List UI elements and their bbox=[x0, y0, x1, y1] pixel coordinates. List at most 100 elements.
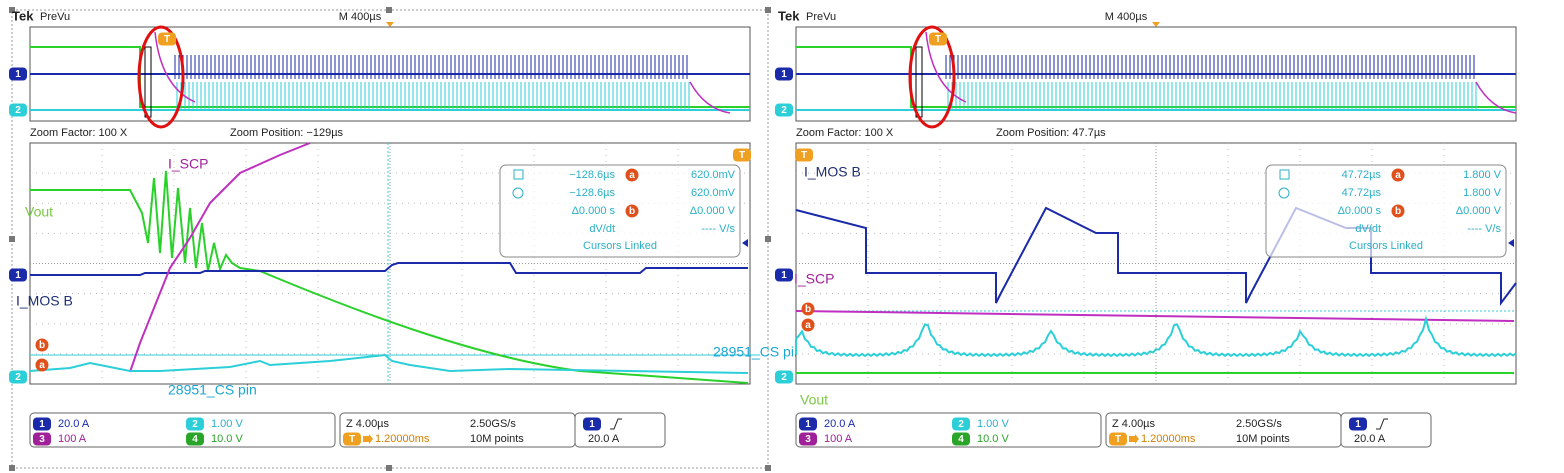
arrow bbox=[363, 434, 373, 444]
readout-value: 47.72µs bbox=[1342, 187, 1382, 199]
trigger-pos-marker bbox=[386, 22, 394, 27]
zoom-factor: Zoom Factor: 100 X bbox=[796, 127, 894, 139]
badge bbox=[799, 432, 817, 446]
info-box bbox=[795, 412, 1102, 448]
waveform bbox=[795, 315, 1517, 358]
mode: PreVu bbox=[806, 11, 836, 23]
badge bbox=[186, 417, 204, 431]
badge bbox=[35, 338, 49, 352]
badge bbox=[1391, 204, 1405, 218]
readout-value: ---- V/s bbox=[1467, 223, 1501, 235]
annotation: Vout bbox=[800, 392, 828, 408]
main-traces bbox=[29, 142, 760, 384]
waveform bbox=[129, 142, 311, 373]
sample-rate: 2.50GS/s bbox=[1236, 418, 1282, 430]
readout-value: dV/dt bbox=[589, 223, 615, 235]
handle bbox=[765, 7, 771, 13]
handle bbox=[765, 236, 771, 242]
annotation: I_MOS B bbox=[16, 293, 73, 309]
annotation: I_SCP bbox=[168, 156, 208, 172]
badge-label: 1 bbox=[781, 69, 787, 80]
readout-value: −128.6µs bbox=[569, 169, 615, 181]
badge bbox=[801, 318, 815, 332]
waveform bbox=[795, 310, 1515, 322]
badge-label: b bbox=[39, 340, 45, 351]
icon bbox=[1279, 169, 1290, 180]
main-traces bbox=[795, 206, 1517, 374]
badge-label: 2 bbox=[15, 105, 21, 116]
overview-trace bbox=[154, 31, 731, 114]
badge-label: b bbox=[805, 304, 811, 315]
badge bbox=[775, 103, 793, 117]
waveform bbox=[795, 206, 1517, 306]
mode: PreVu bbox=[40, 11, 70, 23]
trigger-level: 20.0 A bbox=[588, 433, 620, 445]
badge bbox=[33, 432, 51, 446]
channel-scale: 1.00 V bbox=[211, 418, 243, 430]
handle bbox=[9, 236, 15, 242]
zoom-scale: Z 4.00µs bbox=[346, 418, 390, 430]
badge-label: 2 bbox=[781, 105, 787, 116]
badge bbox=[801, 302, 815, 316]
badge bbox=[733, 148, 751, 162]
zoom-factor: Zoom Factor: 100 X bbox=[30, 127, 128, 139]
highlight-ellipse bbox=[137, 25, 185, 129]
zoom-position: Zoom Position: −129µs bbox=[230, 127, 344, 139]
badge-label: T bbox=[739, 150, 745, 161]
record-length: 10M points bbox=[470, 433, 524, 445]
icon bbox=[512, 187, 524, 199]
badge bbox=[9, 67, 27, 81]
badge-label: T bbox=[801, 150, 807, 161]
scope: Tek PreVu M 400µs Zoom Factor: 100 X Zoom Po… bbox=[778, 8, 1517, 448]
badge-label: a bbox=[805, 320, 811, 331]
arrow bbox=[1129, 434, 1139, 444]
badge bbox=[775, 268, 793, 282]
waveform bbox=[30, 262, 748, 276]
badge-label: 1 bbox=[781, 270, 787, 281]
badge-label: T bbox=[349, 434, 355, 445]
readout-value: 620.0mV bbox=[691, 169, 736, 181]
readout-value: Δ0.000 V bbox=[690, 205, 736, 217]
readout-value: 1.800 V bbox=[1463, 169, 1502, 181]
readout-value: Δ0.000 V bbox=[1456, 205, 1502, 217]
badge-label: a bbox=[629, 170, 635, 181]
readout-value: Δ0.000 s bbox=[1338, 205, 1382, 217]
badge bbox=[158, 32, 176, 46]
sample-rate: 2.50GS/s bbox=[470, 418, 516, 430]
brand: Tek bbox=[12, 8, 34, 23]
badge bbox=[343, 432, 361, 446]
trigger-position: 1.20000ms bbox=[375, 433, 430, 445]
channel-scale: 10.0 V bbox=[211, 433, 243, 445]
badge bbox=[35, 358, 49, 372]
badge bbox=[9, 268, 27, 282]
annotation: 28951_CS pin bbox=[713, 344, 802, 360]
readout-linked: Cursors Linked bbox=[1349, 240, 1423, 252]
badge-label: 2 bbox=[192, 419, 198, 430]
handle bbox=[9, 7, 15, 13]
overview-traces bbox=[30, 25, 750, 129]
handle bbox=[386, 465, 392, 471]
badge bbox=[9, 370, 27, 384]
timebase: M 400µs bbox=[339, 11, 382, 23]
channel-scale: 20.0 A bbox=[824, 418, 856, 430]
badge-label: 1 bbox=[805, 419, 811, 430]
trigger-position: 1.20000ms bbox=[1141, 433, 1196, 445]
badge bbox=[952, 417, 970, 431]
slope bbox=[610, 418, 622, 430]
badge bbox=[799, 417, 817, 431]
zoom-scale: Z 4.00µs bbox=[1112, 418, 1156, 430]
record-length: 10M points bbox=[1236, 433, 1290, 445]
badge bbox=[583, 417, 601, 431]
readout-value: ---- V/s bbox=[701, 223, 735, 235]
readout-value: −128.6µs bbox=[569, 187, 615, 199]
trigger-level: 20.0 A bbox=[1354, 433, 1386, 445]
channel-scale: 1.00 V bbox=[977, 418, 1009, 430]
badge bbox=[625, 204, 639, 218]
icon bbox=[1278, 187, 1290, 199]
badge bbox=[1349, 417, 1367, 431]
badge-label: 2 bbox=[958, 419, 964, 430]
readout-value: Δ0.000 s bbox=[572, 205, 616, 217]
badge-label: 3 bbox=[805, 434, 811, 445]
badge-label: 4 bbox=[192, 434, 198, 445]
ref-arrow bbox=[1508, 239, 1514, 247]
